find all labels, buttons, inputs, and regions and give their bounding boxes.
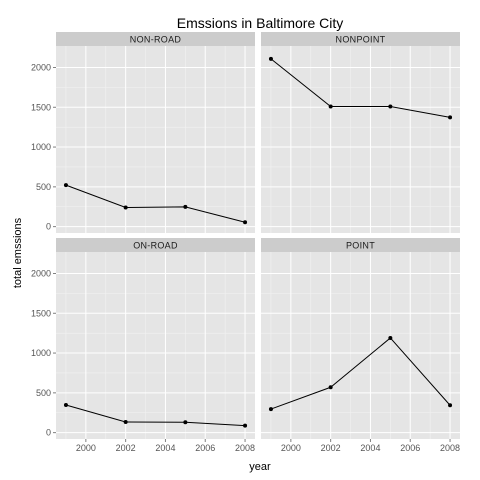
x-tick-label: 2000 — [281, 443, 301, 453]
y-tick-label: 500 — [36, 388, 51, 398]
data-point — [448, 115, 453, 120]
data-point — [328, 104, 333, 109]
y-tick-label: 0 — [46, 428, 51, 438]
data-point — [448, 403, 453, 408]
data-point — [63, 183, 68, 188]
x-tick-label: 2002 — [116, 443, 136, 453]
data-point — [183, 420, 188, 425]
data-point — [388, 335, 393, 340]
x-tick-label: 2008 — [440, 443, 460, 453]
facet-strip — [261, 32, 460, 46]
chart-title: Emssions in Baltimore City — [177, 15, 344, 31]
series-line — [65, 404, 246, 427]
facet-label: ON-ROAD — [133, 241, 178, 251]
y-tick-label: 1000 — [31, 142, 51, 152]
facet-panel: ON-ROAD 0 500 1000 1500 2000 2000 2002 2004 2006 2… — [31, 238, 255, 453]
data-point — [123, 419, 128, 424]
y-tick-label: 2000 — [31, 268, 51, 278]
y-tick-label: 0 — [46, 222, 51, 232]
x-tick-label: 2006 — [400, 443, 420, 453]
y-tick-label: 500 — [36, 182, 51, 192]
data-point — [268, 407, 273, 412]
panel-background — [261, 252, 460, 439]
facet-label: POINT — [346, 241, 375, 251]
y-tick-label: 2000 — [31, 62, 51, 72]
data-point — [243, 220, 248, 225]
data-point — [388, 104, 393, 109]
data-point — [63, 403, 68, 408]
x-tick-label: 2002 — [321, 443, 341, 453]
data-point — [183, 204, 188, 209]
data-point — [243, 423, 248, 428]
x-tick-label: 2000 — [76, 443, 96, 453]
series-line — [270, 337, 451, 410]
x-tick-label: 2004 — [155, 443, 175, 453]
panel-background — [56, 46, 255, 233]
series-line — [270, 58, 451, 118]
data-point — [268, 56, 273, 61]
y-tick-label: 1500 — [31, 102, 51, 112]
y-tick-label: 1000 — [31, 348, 51, 358]
x-axis-label: year — [249, 461, 271, 473]
facet-panels: NON-ROAD 0 500 1000 1500 2000 NONPOINT ON-ROAD 0… — [31, 32, 460, 453]
facet-panel: NON-ROAD 0 500 1000 1500 2000 — [31, 32, 255, 233]
x-tick-label: 2004 — [360, 443, 380, 453]
data-point — [328, 385, 333, 390]
y-axis-label: total emssions — [12, 217, 24, 288]
x-tick-label: 2008 — [235, 443, 255, 453]
panel-background — [56, 252, 255, 439]
data-point — [123, 205, 128, 210]
facet-strip — [56, 238, 255, 252]
facet-label: NONPOINT — [336, 35, 386, 45]
series-line — [65, 184, 246, 223]
y-tick-label: 1500 — [31, 308, 51, 318]
facet-strip — [261, 238, 460, 252]
facet-label: NON-ROAD — [130, 35, 182, 45]
facet-strip — [56, 32, 255, 46]
facet-panel: POINT 2000 2002 2004 2006 2008 — [261, 238, 460, 453]
facet-panel: NONPOINT — [261, 32, 460, 233]
x-tick-label: 2006 — [195, 443, 215, 453]
